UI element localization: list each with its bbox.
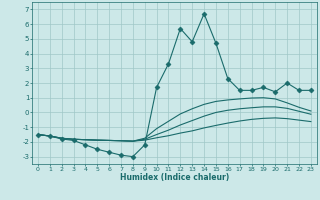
X-axis label: Humidex (Indice chaleur): Humidex (Indice chaleur) — [120, 173, 229, 182]
